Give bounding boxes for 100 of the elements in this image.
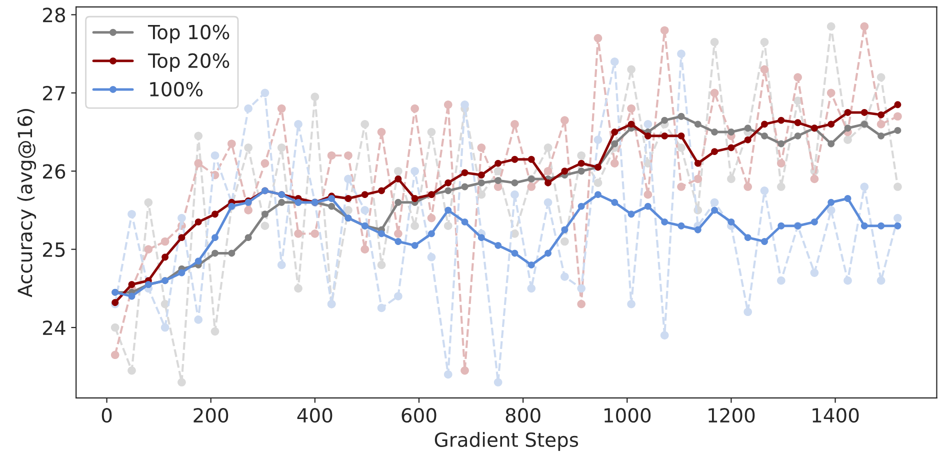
point	[128, 292, 136, 300]
point	[511, 179, 518, 186]
point	[678, 132, 685, 140]
point	[660, 26, 669, 35]
point	[511, 250, 518, 257]
point	[428, 230, 435, 238]
point	[594, 34, 602, 42]
x-tick-label: 600	[402, 408, 436, 423]
point	[377, 128, 386, 136]
point	[178, 378, 186, 386]
point	[528, 261, 535, 268]
point	[427, 128, 436, 136]
point	[627, 104, 636, 113]
point	[711, 148, 718, 156]
point	[511, 156, 518, 163]
point	[810, 218, 818, 226]
point	[410, 166, 419, 176]
point	[194, 159, 203, 168]
point	[728, 218, 735, 226]
point	[761, 132, 768, 140]
point	[494, 160, 502, 167]
x-tick-label: 1200	[708, 408, 755, 423]
point	[294, 284, 302, 293]
point	[310, 230, 320, 238]
point	[378, 187, 385, 194]
y-tick-label: 24	[43, 320, 66, 335]
point	[876, 120, 886, 128]
point	[611, 198, 618, 206]
point	[494, 378, 502, 386]
point	[578, 202, 585, 210]
point	[894, 214, 902, 222]
point	[460, 366, 469, 375]
point	[461, 218, 468, 226]
point	[144, 198, 153, 207]
point	[761, 238, 768, 245]
point	[560, 116, 569, 124]
x-tick-label: 1400	[812, 408, 859, 423]
point	[160, 323, 170, 332]
point	[278, 198, 286, 206]
point	[710, 88, 719, 98]
point	[727, 174, 736, 184]
point	[694, 226, 702, 234]
point	[194, 218, 202, 226]
point	[228, 250, 236, 257]
point	[594, 191, 602, 198]
point	[510, 190, 519, 199]
point	[628, 210, 635, 218]
point	[444, 100, 452, 109]
point	[194, 316, 203, 324]
point	[461, 169, 468, 176]
point	[560, 237, 569, 246]
point	[444, 222, 452, 230]
point	[461, 183, 468, 190]
point	[344, 206, 352, 214]
point	[878, 111, 885, 118]
y-tick-label: 28	[43, 8, 66, 22]
x-tick-label: 800	[506, 408, 540, 423]
point	[394, 166, 402, 176]
y-axis-title: Accuracy (avg@16)	[17, 109, 36, 298]
point	[677, 143, 686, 152]
point	[260, 88, 270, 98]
x-tick-label: 1000	[604, 408, 651, 423]
point	[578, 160, 585, 167]
point	[627, 300, 636, 308]
point	[112, 299, 119, 306]
point	[444, 187, 452, 194]
point	[611, 140, 618, 148]
point	[778, 140, 785, 148]
point	[210, 327, 220, 336]
point	[444, 206, 452, 214]
point	[244, 206, 252, 214]
point	[561, 226, 568, 234]
point	[260, 159, 270, 168]
point	[544, 179, 552, 186]
point	[894, 182, 902, 191]
point	[828, 120, 835, 128]
point	[744, 182, 752, 191]
point	[494, 182, 502, 191]
point	[678, 222, 685, 230]
point	[577, 151, 586, 160]
point	[776, 182, 786, 191]
point	[478, 172, 485, 179]
point	[544, 143, 552, 152]
point	[778, 116, 785, 124]
point	[444, 179, 452, 186]
point	[661, 132, 668, 140]
y-tick-label: 26	[43, 164, 66, 179]
point	[660, 331, 669, 340]
point	[644, 120, 652, 128]
point	[110, 350, 120, 360]
point	[360, 206, 370, 214]
x-axis-title: Gradient Steps	[434, 432, 578, 451]
point	[460, 100, 469, 109]
legend-label: Top 10%	[148, 24, 230, 44]
point	[844, 276, 852, 285]
legend-label: 100%	[150, 82, 203, 97]
point	[744, 136, 752, 144]
point	[477, 190, 486, 199]
point	[844, 124, 852, 132]
point	[694, 120, 702, 128]
